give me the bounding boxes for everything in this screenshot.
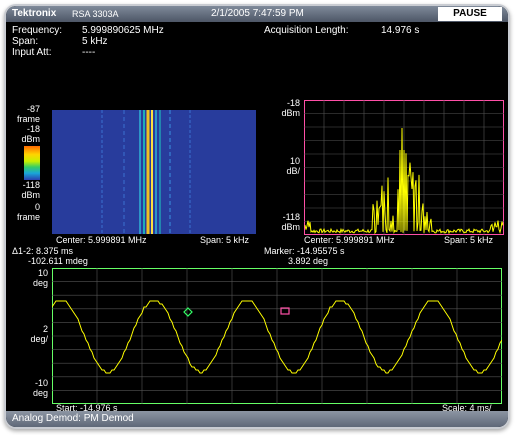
- marker-time-readout: Marker: -14.95575 s: [264, 246, 345, 256]
- spectrogram-top-unit: frame: [16, 114, 40, 124]
- spectrum-bottom-level: -118: [282, 212, 300, 222]
- input-att-value: ----: [82, 47, 96, 58]
- phase-bottom-unit: deg: [32, 388, 48, 398]
- measurement-mode-label: Analog Demod: PM Demod: [12, 413, 134, 424]
- instrument-screen: Tektronix RSA 3303A 2/1/2005 7:47:59 PM …: [6, 6, 508, 427]
- marker-2-box: [280, 307, 290, 315]
- phase-display[interactable]: [52, 268, 502, 404]
- phase-bottom-value: -10: [34, 378, 48, 388]
- spectrum-trace: [304, 127, 504, 235]
- marker-phase-readout: 3.892 deg: [288, 256, 329, 266]
- spectrum-ref-level: -18: [286, 98, 300, 108]
- title-bar: Tektronix RSA 3303A 2/1/2005 7:47:59 PM …: [6, 6, 508, 22]
- model-label: RSA 3303A: [72, 9, 119, 19]
- phase-scale-unit: deg/: [30, 334, 48, 344]
- spectrogram-bottom-value: 0: [34, 202, 40, 212]
- delta-phase-readout: -102.611 mdeg: [28, 256, 88, 266]
- phase-scale-label: Scale: 4 ms/: [442, 403, 492, 413]
- span-value: 5 kHz: [82, 36, 108, 47]
- frequency-value: 5.999890625 MHz: [82, 25, 164, 36]
- color-scale-legend: [24, 146, 40, 180]
- phase-top-value: 10: [37, 268, 48, 278]
- spectrogram-ref-unit: dBm: [21, 134, 40, 144]
- spectrum-span-label: Span: 5 kHz: [444, 235, 494, 245]
- spectrogram-bottom-level: -118: [22, 180, 40, 190]
- instrument-frame: Tektronix RSA 3303A 2/1/2005 7:47:59 PM …: [4, 4, 510, 429]
- spectrogram-bottom-frame-unit: frame: [16, 212, 40, 222]
- spectrum-display[interactable]: [304, 100, 504, 235]
- marker-1[interactable]: [183, 307, 193, 317]
- status-bar: Analog Demod: PM Demod: [6, 411, 508, 427]
- spectrogram-span-label: Span: 5 kHz: [200, 235, 250, 245]
- frequency-label: Frequency:: [12, 25, 63, 36]
- spectrum-ref-unit: dBm: [281, 108, 300, 118]
- delta-time-readout: Δ1-2: 8.375 ms: [12, 246, 74, 256]
- brand-label: Tektronix: [12, 8, 57, 19]
- phase-trace: [52, 300, 502, 374]
- spectrogram-bottom-unit: dBm: [21, 190, 40, 200]
- spectrum-bottom-unit: dBm: [281, 222, 300, 232]
- acquisition-length-label: Acquisition Length:: [264, 25, 349, 36]
- spectrogram-ref-level: -18: [26, 124, 40, 134]
- span-label: Span:: [12, 36, 39, 47]
- spectrum-center-label: Center: 5.999891 MHz: [304, 235, 395, 245]
- pause-button[interactable]: PAUSE: [438, 7, 502, 21]
- phase-top-unit: deg: [32, 278, 48, 288]
- phase-scale-value: 2: [42, 324, 48, 334]
- datetime-label: 2/1/2005 7:47:59 PM: [211, 8, 304, 19]
- spectrogram-center-label: Center: 5.999891 MHz: [56, 235, 147, 245]
- input-att-label: Input Att:: [12, 47, 52, 58]
- spectrogram-top-value: -87: [26, 104, 40, 114]
- spectrum-scale-value: 10: [289, 156, 300, 166]
- spectrum-scale-unit: dB/: [286, 166, 300, 176]
- marker-2[interactable]: [280, 307, 290, 315]
- marker-1-diamond: [183, 307, 193, 317]
- acquisition-length-value: 14.976 s: [381, 25, 420, 36]
- phase-start-label: Start: -14.976 s: [56, 403, 118, 413]
- spectrogram-display[interactable]: [52, 110, 256, 234]
